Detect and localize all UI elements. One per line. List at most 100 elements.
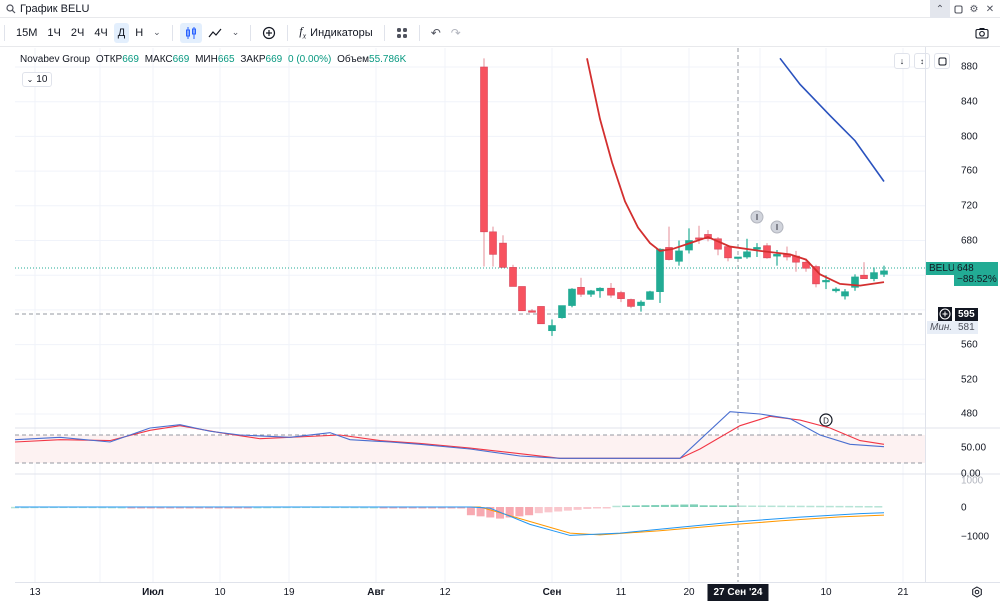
close-button[interactable]: ✕ bbox=[982, 0, 998, 18]
chart-toolbar: 15М 1Ч 2Ч 4Ч Д Н ⌄ ⌄ fx Индикаторы ↶ ↷ bbox=[0, 19, 1000, 47]
camera-icon bbox=[975, 27, 989, 39]
price-tick: 760 bbox=[961, 165, 978, 177]
price-tick: 560 bbox=[961, 339, 978, 351]
chart-type-dropdown[interactable]: ⌄ bbox=[228, 23, 244, 43]
change-value: 0 (0.00%) bbox=[288, 54, 332, 65]
high-label: МАКС bbox=[144, 54, 173, 65]
ohlc-legend: Novabev Group ОТКР669 МАКС669 МИН665 ЗАК… bbox=[20, 54, 406, 65]
settings-button[interactable]: ⚙ bbox=[966, 0, 982, 18]
maximize-button[interactable] bbox=[950, 0, 966, 18]
stoch-tick: 0.00 bbox=[961, 468, 981, 480]
chevron-down-icon: ⌄ bbox=[231, 27, 240, 37]
compare-button[interactable] bbox=[258, 23, 280, 43]
candles-icon bbox=[185, 26, 196, 39]
legend-collapse-button[interactable]: ⌄ 10 bbox=[22, 72, 52, 87]
collapse-pane-button[interactable]: ↕ bbox=[914, 53, 930, 69]
symbol-search[interactable]: График BELU bbox=[6, 3, 89, 15]
fx-icon: fx bbox=[299, 24, 307, 41]
undo-button[interactable]: ↶ bbox=[427, 23, 445, 43]
high-value: 669 bbox=[172, 54, 190, 65]
interval-1h[interactable]: 1Ч bbox=[47, 26, 61, 39]
stoch-k-line bbox=[14, 411, 885, 459]
time-tick: 12 bbox=[439, 587, 451, 598]
ma-short-line bbox=[586, 58, 885, 287]
indicator-count: 10 bbox=[36, 74, 48, 85]
arrow-down-icon: ↓ bbox=[899, 56, 905, 66]
search-icon bbox=[6, 3, 16, 13]
indicators-label: Индикаторы bbox=[310, 26, 373, 39]
crosshair-price-tag: 595 bbox=[955, 308, 978, 321]
min-value: 581 bbox=[955, 321, 978, 334]
maximize-icon bbox=[953, 4, 963, 14]
time-tick: 13 bbox=[29, 587, 41, 598]
volume-value: 55.786K bbox=[369, 54, 407, 65]
time-axis-settings-button[interactable] bbox=[970, 585, 984, 599]
current-price: 648 bbox=[957, 263, 974, 274]
open-value: 669 bbox=[122, 54, 139, 65]
dividend-marker[interactable] bbox=[750, 210, 764, 224]
move-pane-down-button[interactable]: ↓ bbox=[894, 53, 910, 69]
macd-line bbox=[15, 506, 885, 536]
candles bbox=[480, 58, 888, 336]
drawing-toolbar-edge bbox=[0, 47, 15, 582]
price-tick: 680 bbox=[961, 235, 978, 247]
indicators-button[interactable]: fx Индикаторы bbox=[295, 23, 376, 43]
redo-icon: ↷ bbox=[450, 25, 461, 40]
collapse-icon: ↕ bbox=[920, 56, 924, 66]
symbol-name: BELU bbox=[60, 2, 90, 15]
current-change: −88.52% bbox=[957, 274, 997, 285]
time-tick: 10 bbox=[820, 587, 832, 598]
gear-icon: ⚙ bbox=[969, 3, 979, 15]
instrument-name: Novabev Group bbox=[20, 54, 91, 65]
macd-signal-line bbox=[15, 506, 885, 536]
interval-2h[interactable]: 2Ч bbox=[70, 26, 85, 39]
min-label: Мин. bbox=[927, 321, 956, 334]
macd-tick: 1000 bbox=[961, 475, 984, 487]
candles-style-button[interactable] bbox=[179, 22, 202, 43]
crosshair-time-label: 27 Сен '24 bbox=[707, 584, 769, 601]
line-chart-icon bbox=[208, 28, 222, 37]
collapse-button[interactable]: ⌃ bbox=[930, 0, 950, 18]
interval-day[interactable]: Д bbox=[113, 22, 130, 43]
undo-icon: ↶ bbox=[430, 25, 441, 40]
title-bar: График BELU ⌃ ⚙ ✕ bbox=[0, 0, 1000, 18]
line-style-button[interactable] bbox=[204, 23, 226, 43]
svg-text:D: D bbox=[823, 417, 829, 426]
interval-week[interactable]: Н bbox=[135, 26, 144, 39]
volume-label: Объем bbox=[337, 54, 370, 65]
add-alert-button[interactable] bbox=[938, 307, 952, 321]
price-scale[interactable]: 880 840 800 760 720 680 560 520 480 50.0… bbox=[925, 47, 1000, 582]
chevron-down-icon: ⌄ bbox=[26, 75, 34, 84]
plus-circle-icon bbox=[263, 26, 276, 39]
layout-button[interactable] bbox=[392, 23, 412, 43]
plus-circle-icon bbox=[939, 308, 951, 320]
screenshot-button[interactable] bbox=[971, 23, 993, 43]
time-tick: Июл bbox=[142, 587, 164, 598]
interval-dropdown[interactable]: ⌄ bbox=[149, 23, 165, 43]
grid-icon bbox=[396, 27, 407, 38]
price-tick: 480 bbox=[961, 408, 978, 420]
time-tick: 19 bbox=[283, 587, 295, 598]
grid bbox=[15, 48, 925, 582]
search-label: График bbox=[20, 2, 58, 15]
dividend-d-marker[interactable]: D bbox=[819, 413, 833, 427]
stoch-d-line bbox=[14, 415, 885, 459]
redo-button[interactable]: ↷ bbox=[447, 23, 465, 43]
close-icon: ✕ bbox=[985, 3, 995, 15]
low-label: МИН bbox=[195, 54, 218, 65]
close-label: ЗАКР bbox=[240, 54, 266, 65]
maximize-icon bbox=[938, 57, 946, 65]
price-tick: 800 bbox=[961, 131, 978, 143]
macd-histogram bbox=[11, 504, 883, 519]
dividend-marker[interactable] bbox=[770, 220, 784, 234]
maximize-pane-button[interactable] bbox=[934, 53, 950, 69]
time-tick: 21 bbox=[897, 587, 909, 598]
chevron-up-icon: ⌃ bbox=[935, 3, 945, 15]
interval-4h[interactable]: 4Ч bbox=[94, 26, 108, 39]
interval-15m[interactable]: 15М bbox=[16, 26, 38, 39]
time-axis[interactable]: 13 Июл 10 19 Авг 12 Сен 11 20 10 21 bbox=[15, 582, 1000, 601]
price-tick: 720 bbox=[961, 200, 978, 212]
open-label: ОТКР bbox=[95, 54, 123, 65]
time-tick: 20 bbox=[683, 587, 695, 598]
